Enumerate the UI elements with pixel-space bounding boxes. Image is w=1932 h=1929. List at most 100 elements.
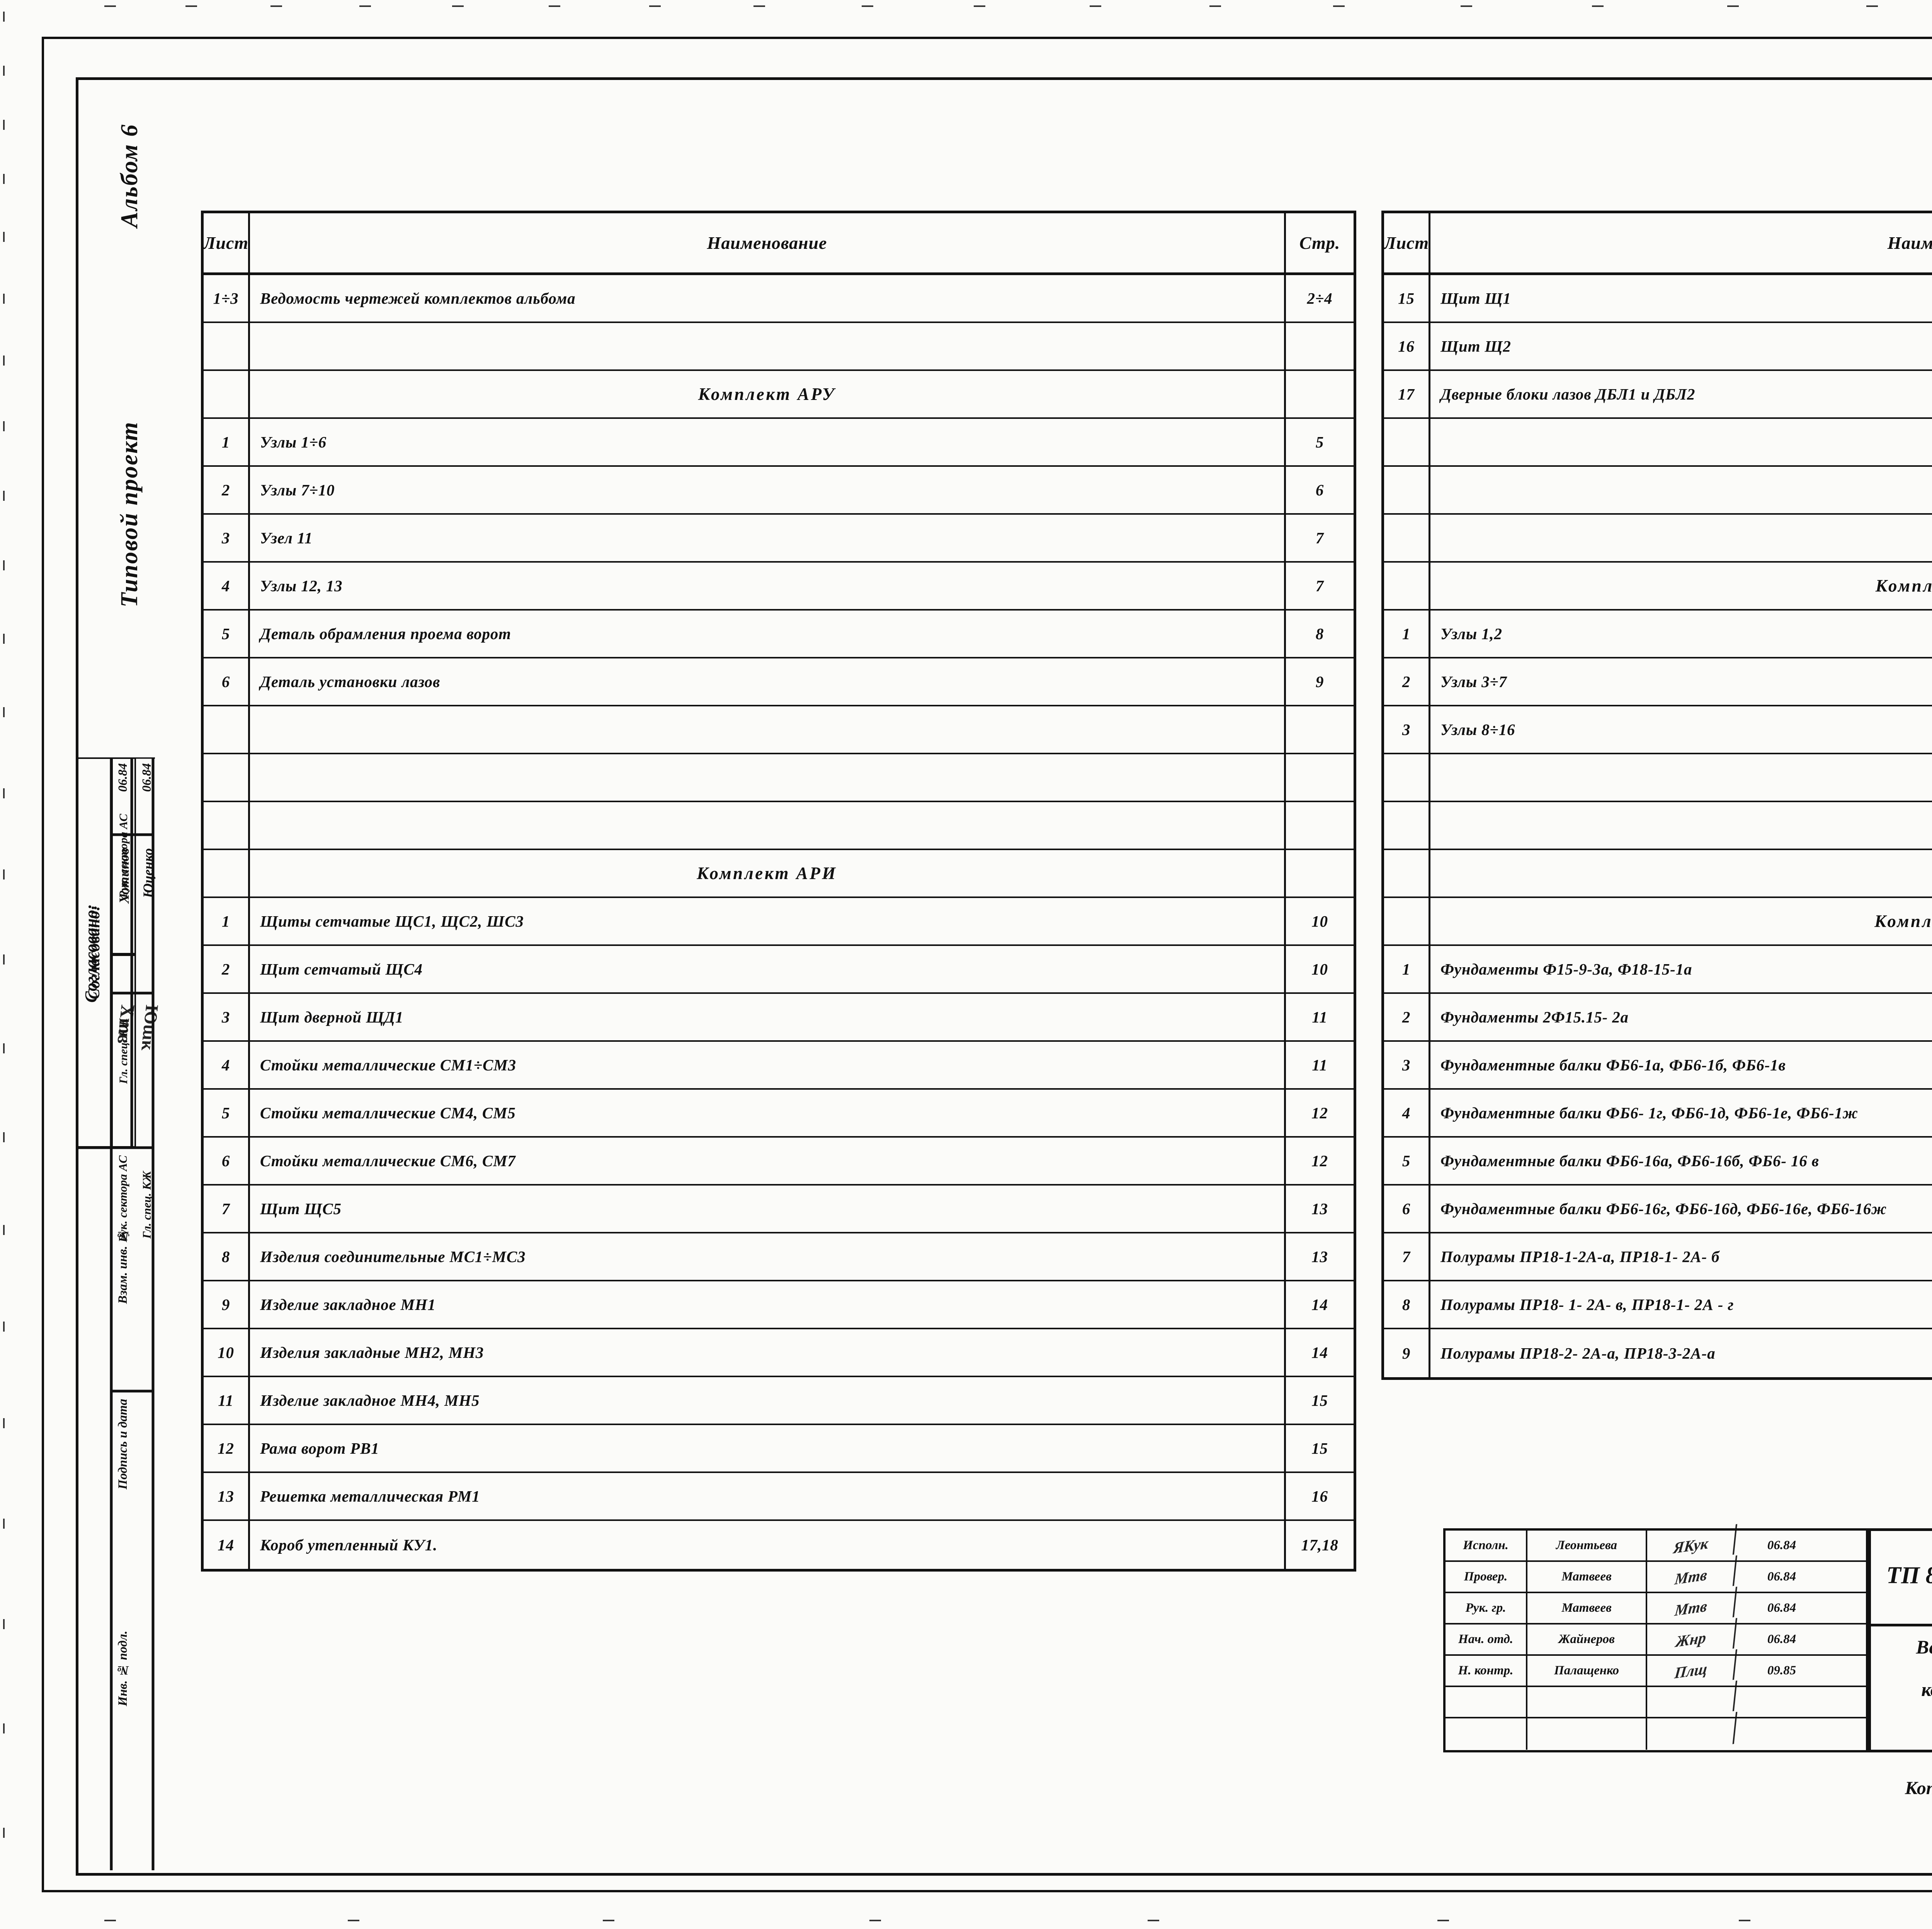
title-block-rule xyxy=(1871,1624,1932,1626)
cell-sheet-number: 6 xyxy=(221,1152,230,1170)
stamp-role-2: Гл. спец. КЖ xyxy=(140,1171,153,1239)
cell-sheet-number: 2 xyxy=(1402,1008,1411,1026)
stamp-name-1: Хотинов xyxy=(116,848,132,904)
cell-sheet-number: 6 xyxy=(221,673,230,691)
cell-name xyxy=(1430,467,1932,513)
cell-name xyxy=(250,754,1294,801)
table-row: 1 Щиты сетчатые ЩС1, ЩС2, ШС3 10 xyxy=(204,898,1354,946)
header-name: Наименование xyxy=(707,233,827,253)
table-row: 5 Стойки металлические СМ4, СМ5 12 xyxy=(204,1090,1354,1138)
cell-page-number: 12 xyxy=(1311,1104,1328,1122)
signature-row xyxy=(1446,1681,1866,1723)
cell-sheet-number: 4 xyxy=(1402,1104,1411,1122)
table-row: 4 Узлы 12, 13 7 xyxy=(204,563,1354,611)
table-row: 1÷3 Ведомость чертежей комплектов альбома… xyxy=(204,275,1354,323)
cell-name: Узлы 12, 13 xyxy=(260,577,343,595)
cell-name: Ведомость чертежей комплектов альбома xyxy=(260,289,576,307)
cell-sheet-number: 2 xyxy=(221,960,230,978)
table-row xyxy=(1384,850,1932,898)
cell-sheet-number: 1 xyxy=(221,433,230,451)
signature-row: Н. контр. Палащенко Плщ 09.85 xyxy=(1446,1649,1866,1692)
cell-name: Стойки металлические СМ1÷СМ3 xyxy=(260,1056,516,1074)
cell-sheet-number: 15 xyxy=(1398,289,1415,307)
sig-role xyxy=(1446,1687,1527,1717)
sig-role: Исполн. xyxy=(1446,1531,1527,1560)
cell-sheet-number xyxy=(204,323,248,369)
table-row: 13 Решетка металлическая РМ1 16 xyxy=(204,1473,1354,1521)
cell-sheet-number: 4 xyxy=(221,1056,230,1074)
cell-name: Изделие закладное МН4, МН5 xyxy=(260,1391,480,1409)
table-row: 5 Деталь обрамления проема ворот 8 xyxy=(204,611,1354,658)
signature-row: Нач. отд. Жайнеров Жнр 06.84 xyxy=(1446,1618,1866,1661)
left-index-table: Лист Наименование Стр. 1÷3 Ведомость чертеже… xyxy=(201,211,1356,1572)
cell-name: Изделия закладные МН2, МН3 xyxy=(260,1344,484,1361)
cell-page-number: 7 xyxy=(1315,529,1324,547)
cell-page-number: 14 xyxy=(1311,1296,1328,1313)
table-row: 10 Изделия закладные МН2, МН3 14 xyxy=(204,1329,1354,1377)
table-section-row: Комплект АРУ xyxy=(204,371,1354,419)
cell-name: Щит дверной ЩД1 xyxy=(260,1008,404,1026)
cell-name: Рама ворот РВ1 xyxy=(260,1439,379,1457)
table-row: 3 Щит дверной ЩД1 11 xyxy=(204,994,1354,1042)
section-title: Комплект АРИ xyxy=(697,864,837,883)
title-line-1: Ведомость чертежей xyxy=(1916,1636,1932,1658)
cell-name: Щит Щ2 xyxy=(1440,337,1511,355)
sig-date xyxy=(1736,1687,1827,1717)
cell-sheet-number xyxy=(204,706,248,753)
title-block: ТП 805 - 3 - 72. 86 Ведомость чертежей ком… xyxy=(1868,1528,1932,1752)
cell-page-number: 8 xyxy=(1315,625,1324,643)
signature-row: Рук. гр. Матвеев Мтв 06.84 xyxy=(1446,1587,1866,1630)
table-row xyxy=(1384,802,1932,850)
cell-page-number: 14 xyxy=(1311,1344,1328,1361)
cell-page-number: 15 xyxy=(1311,1439,1328,1457)
cell-name: Фундаментные балки ФБ6-1а, ФБ6-1б, ФБ6-1… xyxy=(1440,1056,1786,1074)
header-page: Стр. xyxy=(1299,233,1340,253)
section-title: Комплект КЖИ xyxy=(1874,912,1932,931)
table-section-row: Комплект КЖУ xyxy=(1384,563,1932,611)
cell-name: Изделия соединительные МС1÷МС3 xyxy=(260,1248,526,1266)
cell-page-number: 11 xyxy=(1312,1008,1328,1026)
sig-role: Нач. отд. xyxy=(1446,1625,1527,1654)
sig-name: Матвеев xyxy=(1527,1562,1647,1592)
table-row xyxy=(1384,754,1932,802)
cell-name: Узлы 7÷10 xyxy=(260,481,335,499)
table-row: 1 Узлы 1÷6 5 xyxy=(204,419,1354,467)
vzam-inv-label: Взам. инв. № xyxy=(116,1229,130,1304)
cell-page-number xyxy=(1286,706,1354,753)
cell-name: Стойки металлические СМ6, СМ7 xyxy=(260,1152,516,1170)
cell-page-number: 17,18 xyxy=(1301,1536,1338,1554)
cell-name: Короб утепленный КУ1. xyxy=(260,1536,438,1554)
cell-page-number: 15 xyxy=(1311,1391,1328,1409)
cell-name: Деталь обрамления проема ворот xyxy=(260,625,511,643)
cell-sheet-number: 2 xyxy=(1402,673,1411,691)
cell-sheet-number xyxy=(1384,802,1429,849)
podpis-data-label: Подпись и дата xyxy=(116,1399,130,1490)
cell-name xyxy=(1430,802,1932,849)
cell-name: Фундаментные балки ФБ6- 1г, ФБ6-1д, ФБ6-… xyxy=(1440,1104,1858,1122)
cell-name: Изделие закладное МН1 xyxy=(260,1296,436,1313)
cell-name xyxy=(250,706,1294,753)
cell-page-number: 16 xyxy=(1311,1487,1328,1505)
cell-name: Узел 11 xyxy=(260,529,313,547)
table-row: 2 Щит сетчатый ЩС4 10 xyxy=(204,946,1354,994)
table-row: 6 Стойки металлические СМ6, СМ7 12 xyxy=(204,1138,1354,1186)
cell-page-number: 6 xyxy=(1315,481,1324,499)
table-row xyxy=(204,754,1354,802)
table-row: 8 Полурамы ПР18- 1- 2А- в, ПР18-1- 2А - г… xyxy=(1384,1281,1932,1329)
cell-sheet-number: 14 xyxy=(218,1536,234,1554)
header-sheet: Лист xyxy=(1383,233,1429,253)
cell-sheet-number: 3 xyxy=(221,1008,230,1026)
sig-mark xyxy=(1646,1711,1738,1757)
cell-page-number: 13 xyxy=(1311,1248,1328,1266)
table-row xyxy=(1384,419,1932,467)
stamp-name-2: Юценко xyxy=(140,848,156,898)
stamp-date-2: 06.84 xyxy=(140,763,154,792)
sig-name: Палащенко xyxy=(1527,1656,1647,1686)
cell-name: Фундаментные балки ФБ6-16а, ФБ6-16б, ФБ6… xyxy=(1440,1152,1819,1170)
